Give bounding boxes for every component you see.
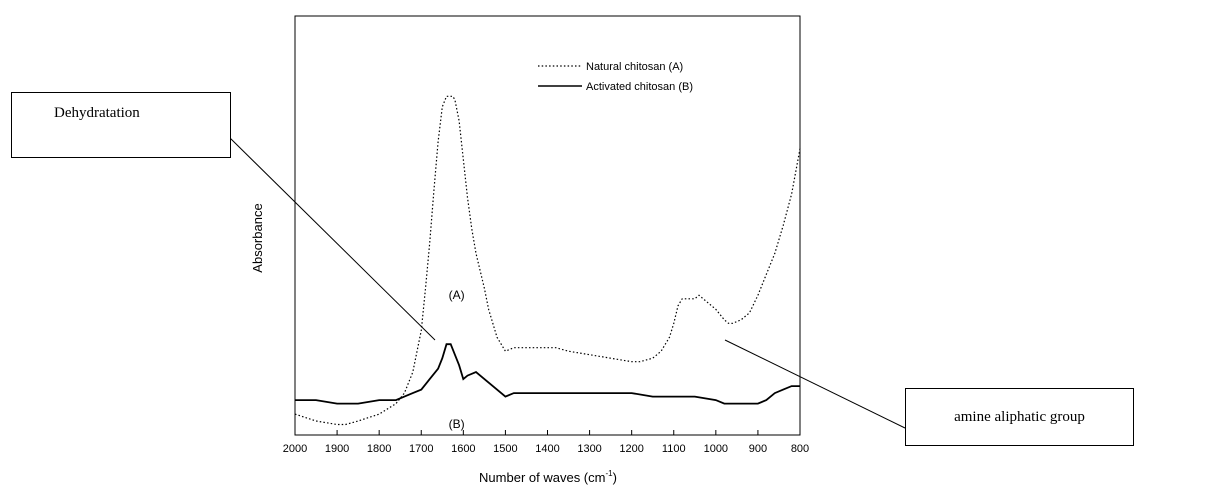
callout-dehydratation-text: Dehydratation bbox=[54, 105, 140, 121]
x-tick-label-1900: 1900 bbox=[325, 443, 349, 455]
x-tick-label-1300: 1300 bbox=[577, 443, 601, 455]
x-tick-label-1200: 1200 bbox=[619, 443, 643, 455]
legend-label-activated-chitosan: Activated chitosan (B) bbox=[586, 81, 693, 93]
series-layer bbox=[294, 95, 801, 426]
x-tick-label-1400: 1400 bbox=[535, 443, 559, 455]
series-labels: (A) (B) bbox=[449, 288, 465, 431]
callout-amine-aliphatic-group-text: amine aliphatic group bbox=[954, 408, 1085, 425]
x-tick-label-1600: 1600 bbox=[451, 443, 475, 455]
x-axis-label: Number of waves (cm-1) bbox=[479, 469, 617, 485]
x-tick-label-900: 900 bbox=[749, 443, 767, 455]
x-tick-label-1800: 1800 bbox=[367, 443, 391, 455]
legend: Natural chitosan (A) Activated chitosan (… bbox=[538, 61, 693, 93]
x-tick-label-1000: 1000 bbox=[704, 443, 728, 455]
callout-right-leader bbox=[724, 339, 906, 429]
callout-dehydratation: Dehydratation bbox=[11, 92, 231, 158]
x-tick-label-800: 800 bbox=[791, 443, 809, 455]
y-axis-label: Absorbance bbox=[250, 203, 265, 272]
series-label-b: (B) bbox=[449, 417, 465, 431]
x-axis-label-close: ) bbox=[613, 470, 617, 485]
callout-amine-aliphatic-group: amine aliphatic group bbox=[905, 388, 1134, 446]
x-axis-label-main: Number of waves (cm bbox=[479, 470, 605, 485]
x-tick-label-2000: 2000 bbox=[283, 443, 307, 455]
x-axis-label-sup: -1 bbox=[605, 469, 613, 478]
x-tick-label-1700: 1700 bbox=[409, 443, 433, 455]
legend-label-natural-chitosan: Natural chitosan (A) bbox=[586, 61, 683, 73]
x-tick-label-1500: 1500 bbox=[493, 443, 517, 455]
series-line-natural-chitosan bbox=[294, 95, 801, 426]
x-tick-label-1100: 1100 bbox=[662, 443, 686, 455]
x-axis: 2000 1900 1800 1700 1600 1500 1400 1300 1200 1100… bbox=[283, 430, 809, 455]
callout-left-leader bbox=[228, 136, 436, 341]
plot-frame bbox=[294, 15, 801, 436]
series-label-a: (A) bbox=[449, 288, 465, 302]
series-line-activated-chitosan bbox=[295, 343, 800, 405]
